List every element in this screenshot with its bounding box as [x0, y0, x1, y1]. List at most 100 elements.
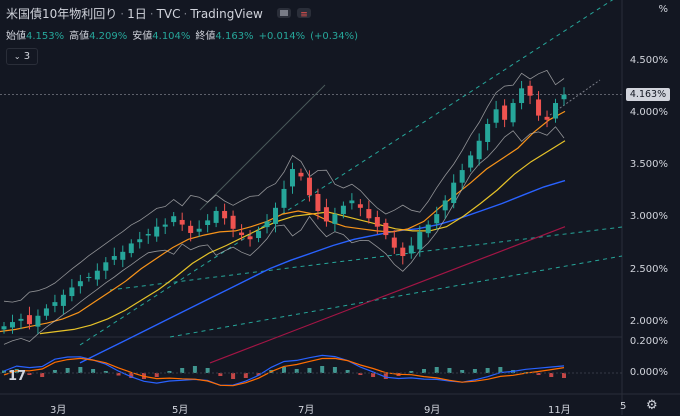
candle-body: [18, 318, 24, 321]
interval-label[interactable]: 1日: [127, 7, 147, 21]
candle-body: [94, 270, 100, 280]
osc-histogram-bar: [65, 368, 70, 373]
svg-text:≡: ≡: [300, 10, 308, 19]
osc-histogram-bar: [231, 373, 236, 379]
candle-body: [154, 226, 160, 237]
osc-histogram-bar: [154, 373, 159, 377]
candle-body: [289, 169, 295, 187]
osc-histogram-bar: [485, 368, 490, 373]
candle-body: [171, 216, 177, 223]
candle-body: [196, 228, 202, 232]
osc-histogram-bar: [91, 369, 96, 373]
indicator-toggle[interactable]: ⌄ 3: [6, 48, 38, 65]
tradingview-logo[interactable]: 17: [8, 369, 27, 384]
settings-gear-icon[interactable]: ⚙: [646, 398, 658, 413]
candle-body: [35, 315, 41, 327]
candle-body: [281, 188, 287, 208]
candle-body: [230, 215, 236, 229]
candle-body: [111, 256, 117, 260]
osc-histogram-bar: [103, 371, 108, 373]
osc-histogram-bar: [167, 371, 172, 373]
high-value: 4.209%: [89, 31, 128, 42]
candle-body: [247, 236, 253, 240]
close-label: 終値: [195, 31, 216, 42]
candle-body: [408, 245, 414, 254]
candle-body: [256, 230, 262, 238]
candle-body: [476, 140, 482, 160]
candle-body: [544, 116, 550, 120]
x-tick: 5月: [172, 405, 189, 416]
y-tick: 4.500%: [629, 55, 668, 66]
low-label: 安値: [132, 31, 153, 42]
open-value: 4.153%: [26, 31, 65, 42]
indicator-count: 3: [23, 51, 31, 62]
osc-histogram-bar: [40, 373, 45, 377]
candle-body: [357, 204, 363, 208]
candle-body: [502, 105, 508, 120]
osc-histogram-bar: [78, 367, 83, 373]
symbol-header: 米国債10年物利回り · 1日 · TVC · TradingView ≡: [6, 5, 313, 22]
ma-blue-line: [79, 179, 566, 364]
candle-body: [468, 155, 474, 168]
osc-histogram-bar: [472, 369, 477, 373]
osc-histogram-bar: [460, 370, 465, 373]
osc-histogram-bar: [371, 373, 376, 377]
candle-body: [137, 239, 143, 243]
osc-histogram-bar: [434, 367, 439, 373]
candle-body: [425, 224, 431, 234]
toggle-icon[interactable]: ≡: [276, 7, 313, 20]
osc-histogram-bar: [205, 368, 210, 373]
y-tick: 3.500%: [629, 159, 668, 170]
trendline-lower: [169, 255, 623, 338]
candle-body: [239, 232, 245, 236]
x-tick: 7月: [298, 405, 315, 416]
candle-body: [120, 251, 126, 260]
osc-histogram-bar: [320, 366, 325, 373]
candle-body: [26, 315, 32, 325]
candle-body: [315, 193, 321, 211]
candle-body: [264, 221, 270, 228]
percent-icon: %: [658, 4, 668, 15]
candle-body: [86, 276, 92, 278]
osc-histogram-bar: [562, 373, 566, 378]
candle-body: [374, 217, 380, 227]
candle-body: [349, 200, 355, 204]
osc-histogram-bar: [27, 373, 32, 375]
osc-histogram-bar: [116, 373, 121, 376]
candle-body: [1, 326, 7, 330]
candle-body: [451, 182, 457, 203]
osc-tick: 0.200%: [629, 336, 668, 347]
candle-body: [485, 123, 491, 143]
last-price-tag: 4.163%: [626, 88, 670, 101]
trendline-middle: [109, 226, 623, 291]
candle-body: [366, 209, 372, 219]
candle-body: [188, 225, 194, 233]
candle-body: [383, 222, 389, 236]
osc-histogram-bar: [409, 371, 414, 373]
osc-histogram-bar: [549, 373, 554, 377]
candle-body: [162, 224, 168, 227]
candle-body: [442, 200, 448, 211]
osc-histogram-bar: [218, 373, 223, 376]
y-tick: 2.500%: [629, 264, 668, 275]
candle-body: [434, 214, 440, 224]
y-tick: 2.000%: [629, 316, 668, 327]
candle-body: [52, 302, 58, 306]
candle-body: [213, 210, 219, 223]
candle-body: [417, 231, 423, 250]
candle-body: [273, 207, 279, 224]
candle-body: [400, 247, 406, 257]
candle-body: [323, 207, 329, 222]
osc-histogram-bar: [358, 373, 363, 375]
change-percent: (+0.34%): [310, 31, 359, 42]
candle-body: [561, 94, 567, 100]
exchange-label: TVC: [156, 7, 181, 21]
osc-histogram-bar: [243, 373, 248, 378]
symbol-name[interactable]: 米国債10年物利回り: [6, 7, 118, 21]
osc-histogram-bar: [2, 370, 6, 373]
candle-body: [179, 219, 185, 225]
osc-histogram-bar: [536, 373, 541, 375]
candle-body: [332, 214, 338, 224]
brand-label: TradingView: [190, 7, 263, 21]
